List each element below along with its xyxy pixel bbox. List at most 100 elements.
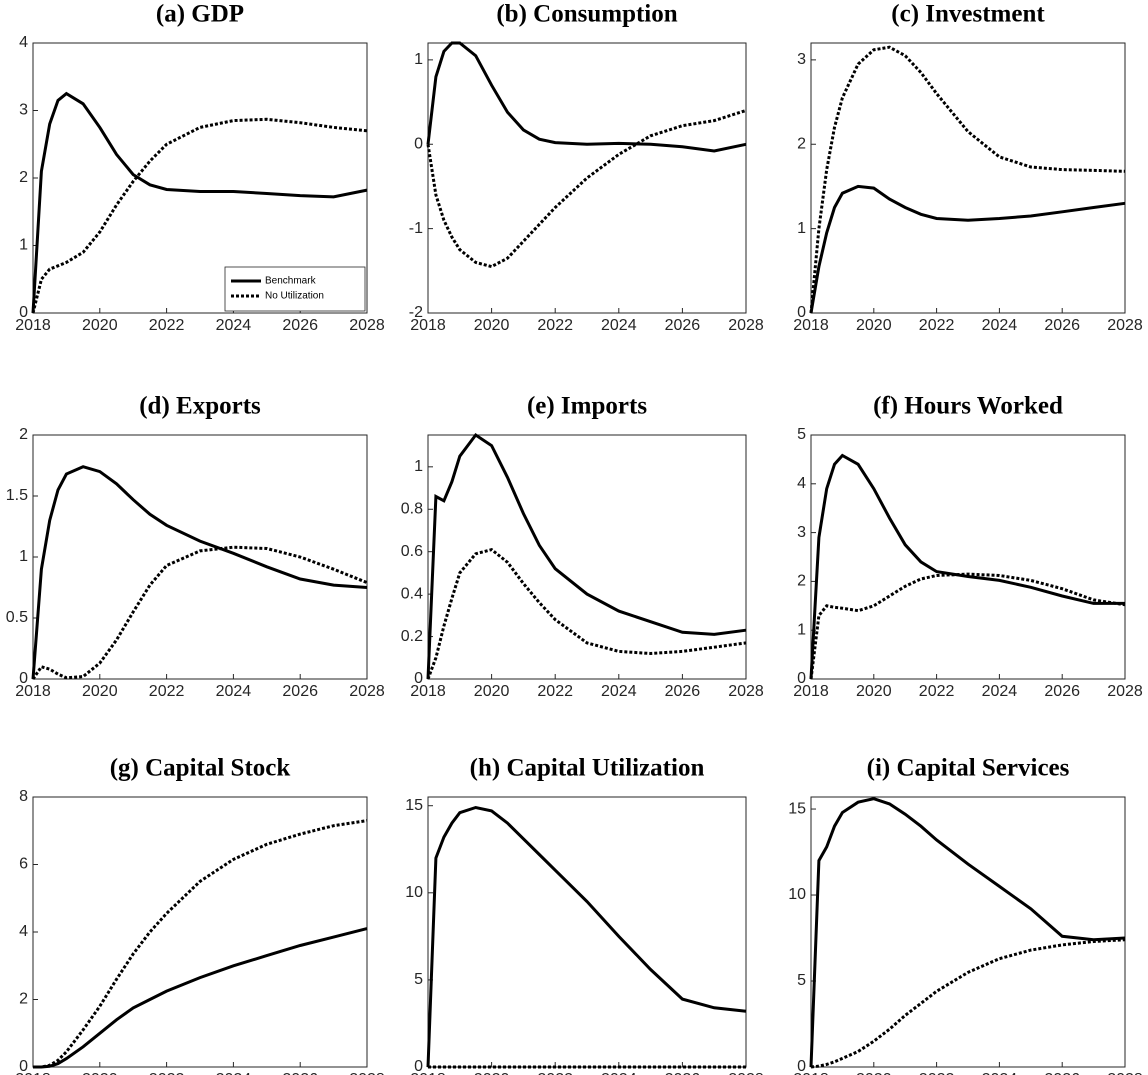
- axes-box: [810, 434, 1126, 680]
- x-tick-label: 2020: [856, 683, 892, 700]
- y-tick-label: 0.6: [401, 543, 423, 560]
- series-line: [31, 91, 368, 314]
- legend-label: No Utilization: [265, 291, 324, 302]
- x-tick-label: 2020: [856, 317, 892, 334]
- series-line: [809, 572, 1126, 680]
- x-tick-label: 2028: [1107, 683, 1143, 700]
- y-tick-label: 3: [797, 524, 806, 541]
- y-tick-label: 0: [414, 1058, 423, 1075]
- x-tick-label: 2018: [15, 317, 51, 334]
- panel-title: (a) GDP: [156, 1, 244, 28]
- x-tick-label: 2026: [1044, 1071, 1080, 1075]
- x-tick-label: 2018: [410, 1071, 446, 1075]
- panel: (i) Capital Services 0 5 10 15 2018 2020 2022 20…: [788, 755, 1143, 1075]
- series-line: [426, 805, 747, 1068]
- series-line: [810, 938, 1126, 1069]
- x-tick-label: 2018: [793, 683, 829, 700]
- x-tick-label: 2026: [282, 317, 318, 334]
- x-tick-label: 2026: [282, 683, 318, 700]
- y-tick-label: -2: [409, 304, 423, 321]
- y-tick-label: 15: [788, 800, 806, 817]
- series-line: [31, 465, 368, 680]
- series-line: [809, 45, 1126, 314]
- y-tick-label: 0.8: [401, 500, 423, 517]
- x-tick-label: 2028: [1107, 317, 1143, 334]
- panel: (a) GDP 0 1 2 3 4 2018 2020 2022 2024 2026 2028 Benc…: [15, 1, 385, 335]
- series-line: [426, 41, 747, 153]
- y-tick-label: 1: [797, 220, 806, 237]
- x-tick-label: 2020: [82, 683, 118, 700]
- series-line: [31, 117, 368, 314]
- x-tick-label: 2024: [601, 317, 637, 334]
- x-tick-label: 2022: [149, 1071, 185, 1075]
- x-tick-label: 2022: [919, 1071, 955, 1075]
- panel-title: (b) Consumption: [496, 1, 677, 28]
- x-tick-label: 2026: [282, 1071, 318, 1075]
- y-tick-label: 10: [788, 886, 806, 903]
- y-tick-label: 1: [797, 621, 806, 638]
- axes-box: [32, 796, 368, 1068]
- x-tick-label: 2022: [537, 317, 573, 334]
- x-tick-label: 2024: [216, 683, 252, 700]
- x-tick-label: 2028: [728, 317, 764, 334]
- series-line: [31, 545, 368, 680]
- axes-box: [427, 796, 747, 1068]
- x-tick-label: 2020: [82, 317, 118, 334]
- x-tick-label: 2022: [919, 317, 955, 334]
- y-tick-label: 2: [19, 991, 28, 1008]
- panel: (c) Investment 0 1 2 3 2018 2020 2022 2024 2026 20…: [793, 1, 1143, 335]
- y-tick-label: 0: [19, 1058, 28, 1075]
- x-tick-label: 2020: [474, 317, 510, 334]
- axes-box: [427, 434, 747, 680]
- panel: (e) Imports 0 0.2 0.4 0.6 0.8 1 2018 2020 2022 202…: [401, 393, 764, 701]
- panel: (g) Capital Stock 0 2 4 6 8 2018 2020 2022 2024 20…: [15, 755, 385, 1075]
- y-tick-label: 1: [19, 548, 28, 565]
- panel: (b) Consumption -2 -1 0 1 2018 2020 2022 2024 202…: [409, 1, 764, 335]
- x-tick-label: 2022: [537, 1071, 573, 1075]
- y-tick-label: 2: [19, 426, 28, 443]
- x-tick-label: 2026: [1044, 317, 1080, 334]
- x-tick-label: 2026: [665, 1071, 701, 1075]
- panel: (d) Exports 0 0.5 1 1.5 2 2018 2020 2022 2024 2026…: [6, 393, 385, 701]
- y-tick-label: 15: [405, 797, 423, 814]
- x-tick-label: 2028: [349, 683, 385, 700]
- y-tick-label: 5: [414, 971, 423, 988]
- x-tick-label: 2020: [474, 1071, 510, 1075]
- panel-title: (h) Capital Utilization: [470, 755, 705, 782]
- y-tick-label: 0.2: [401, 628, 423, 645]
- panel-title: (c) Investment: [891, 1, 1045, 28]
- axes-box: [32, 434, 368, 680]
- panel: (h) Capital Utilization 0 5 10 15 2018 2020 202…: [405, 755, 764, 1075]
- x-tick-label: 2022: [149, 317, 185, 334]
- series-line: [33, 927, 368, 1069]
- y-tick-label: 3: [797, 51, 806, 68]
- panel-title: (d) Exports: [139, 393, 261, 420]
- y-tick-label: 0: [414, 135, 423, 152]
- x-tick-label: 2022: [537, 683, 573, 700]
- y-tick-label: 2: [797, 135, 806, 152]
- series-line: [426, 432, 747, 680]
- y-tick-label: -1: [409, 220, 423, 237]
- y-tick-label: 4: [19, 923, 28, 940]
- y-tick-label: 8: [19, 788, 28, 805]
- x-tick-label: 2022: [149, 683, 185, 700]
- series-line: [426, 547, 747, 680]
- series-line: [809, 184, 1126, 314]
- x-tick-label: 2024: [601, 683, 637, 700]
- series-line: [809, 453, 1125, 680]
- y-tick-label: 0.4: [401, 585, 423, 602]
- y-tick-label: 1: [414, 458, 423, 475]
- legend-box: [224, 266, 366, 312]
- x-tick-label: 2018: [410, 317, 446, 334]
- x-tick-label: 2028: [728, 1071, 764, 1075]
- series-line: [809, 797, 1126, 1068]
- x-tick-label: 2018: [15, 1071, 51, 1075]
- panel: (f) Hours Worked 0 1 2 3 4 5 2018 2020 2022 2024 20…: [793, 393, 1143, 701]
- y-tick-label: 4: [797, 475, 806, 492]
- legend: Benchmark No Utilization: [224, 266, 366, 312]
- x-tick-label: 2026: [1044, 683, 1080, 700]
- y-tick-label: 5: [797, 426, 806, 443]
- y-tick-label: 0: [797, 1058, 806, 1075]
- y-tick-label: 10: [405, 884, 423, 901]
